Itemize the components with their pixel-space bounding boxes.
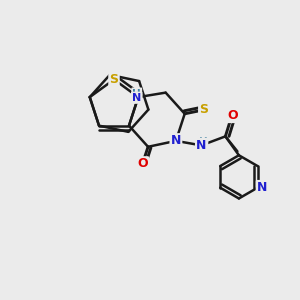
Text: N: N (132, 93, 141, 103)
Text: O: O (228, 109, 238, 122)
Text: H: H (199, 137, 207, 147)
Text: S: S (199, 103, 208, 116)
Text: S: S (110, 73, 118, 86)
Text: O: O (137, 158, 148, 170)
Text: N: N (257, 181, 267, 194)
Text: H: H (132, 88, 141, 98)
Text: N: N (171, 134, 181, 147)
Text: N: N (196, 139, 207, 152)
